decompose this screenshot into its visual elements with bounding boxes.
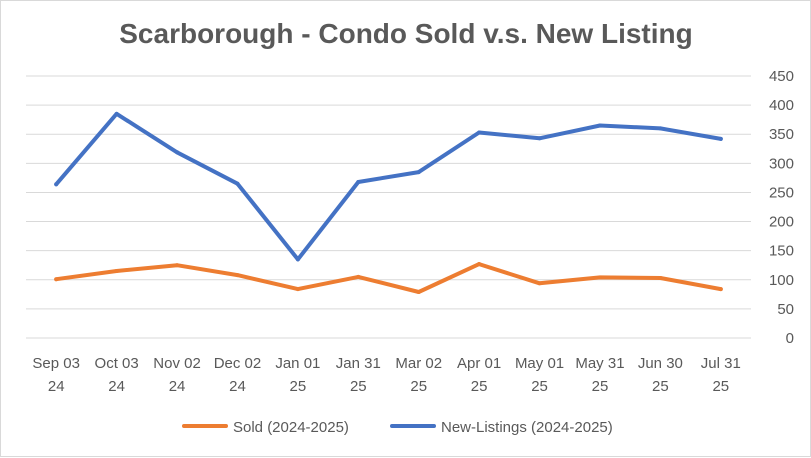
series-1-point [295, 257, 300, 262]
series-1-point [537, 136, 542, 141]
y-tick-label: 200 [769, 214, 794, 231]
x-tick-label-year: 24 [48, 378, 65, 395]
legend-label-1: New-Listings (2024-2025) [441, 419, 613, 436]
y-tick-label: 0 [786, 330, 794, 347]
x-tick-label-year: 24 [229, 378, 246, 395]
y-tick-label: 300 [769, 155, 794, 172]
y-tick-label: 250 [769, 184, 794, 201]
x-tick-label-year: 25 [712, 378, 729, 395]
legend-label-0: Sold (2024-2025) [233, 419, 349, 436]
x-tick-label-year: 25 [471, 378, 488, 395]
series-0-point [477, 262, 482, 267]
y-tick-label: 350 [769, 126, 794, 143]
legend: Sold (2024-2025) New-Listings (2024-2025) [182, 419, 613, 436]
series-0-point [295, 287, 300, 292]
y-tick-label: 400 [769, 97, 794, 114]
series-line-1 [54, 111, 723, 262]
x-tick-label: Jan 31 [336, 355, 381, 372]
gridlines [26, 75, 751, 339]
y-tick-label: 150 [769, 243, 794, 260]
x-tick-label: Apr 01 [457, 355, 501, 372]
series-1-point [175, 150, 180, 155]
series-1-point [54, 182, 59, 187]
x-axis-tick-labels: Sep 03 24 Oct 03 24 Nov 02 24 Dec 02 24 Jan 01 25… [32, 355, 740, 395]
series-0-point [658, 276, 663, 281]
series-0-point [597, 275, 602, 280]
x-tick-label-year: 24 [169, 378, 186, 395]
x-tick-label: Nov 02 [153, 355, 201, 372]
x-tick-label-year: 25 [410, 378, 427, 395]
series-1-point [658, 126, 663, 131]
series-0-point [235, 273, 240, 278]
series-1-point [597, 123, 602, 128]
x-tick-label-year: 25 [652, 378, 669, 395]
x-tick-label: Jun 30 [638, 355, 683, 372]
series-1-point [477, 130, 482, 135]
x-tick-label: Mar 02 [395, 355, 442, 372]
x-tick-label: May 01 [515, 355, 564, 372]
series-1-point [718, 136, 723, 141]
series-0-point [114, 269, 119, 274]
x-tick-label: May 31 [575, 355, 624, 372]
series-0-point [356, 274, 361, 279]
series-0-point [718, 287, 723, 292]
x-tick-label: Jul 31 [701, 355, 741, 372]
x-tick-label-year: 24 [108, 378, 125, 395]
x-tick-label: Dec 02 [214, 355, 262, 372]
x-tick-label: Sep 03 [32, 355, 80, 372]
x-tick-label-year: 25 [592, 378, 609, 395]
y-tick-label: 100 [769, 272, 794, 289]
x-tick-label-year: 25 [290, 378, 307, 395]
chart-title: Scarborough - Condo Sold v.s. New Listin… [119, 18, 693, 49]
series-0-point [54, 277, 59, 282]
x-tick-label: Oct 03 [95, 355, 139, 372]
series-1-point [416, 170, 421, 175]
series-0-point [416, 290, 421, 295]
series-line-0 [54, 262, 723, 294]
series-0-point [175, 263, 180, 268]
series-1-point [114, 111, 119, 116]
x-tick-label-year: 25 [350, 378, 367, 395]
series-1-point [356, 179, 361, 184]
y-tick-label: 50 [777, 301, 794, 318]
series-0-point [537, 281, 542, 286]
x-tick-label-year: 25 [531, 378, 548, 395]
y-tick-label: 450 [769, 68, 794, 85]
series-lines [54, 111, 723, 295]
series-1-point [235, 181, 240, 186]
x-tick-label: Jan 01 [275, 355, 320, 372]
y-axis-tick-labels: 0 50 100 150 200 250 300 350 400 450 [769, 68, 794, 347]
